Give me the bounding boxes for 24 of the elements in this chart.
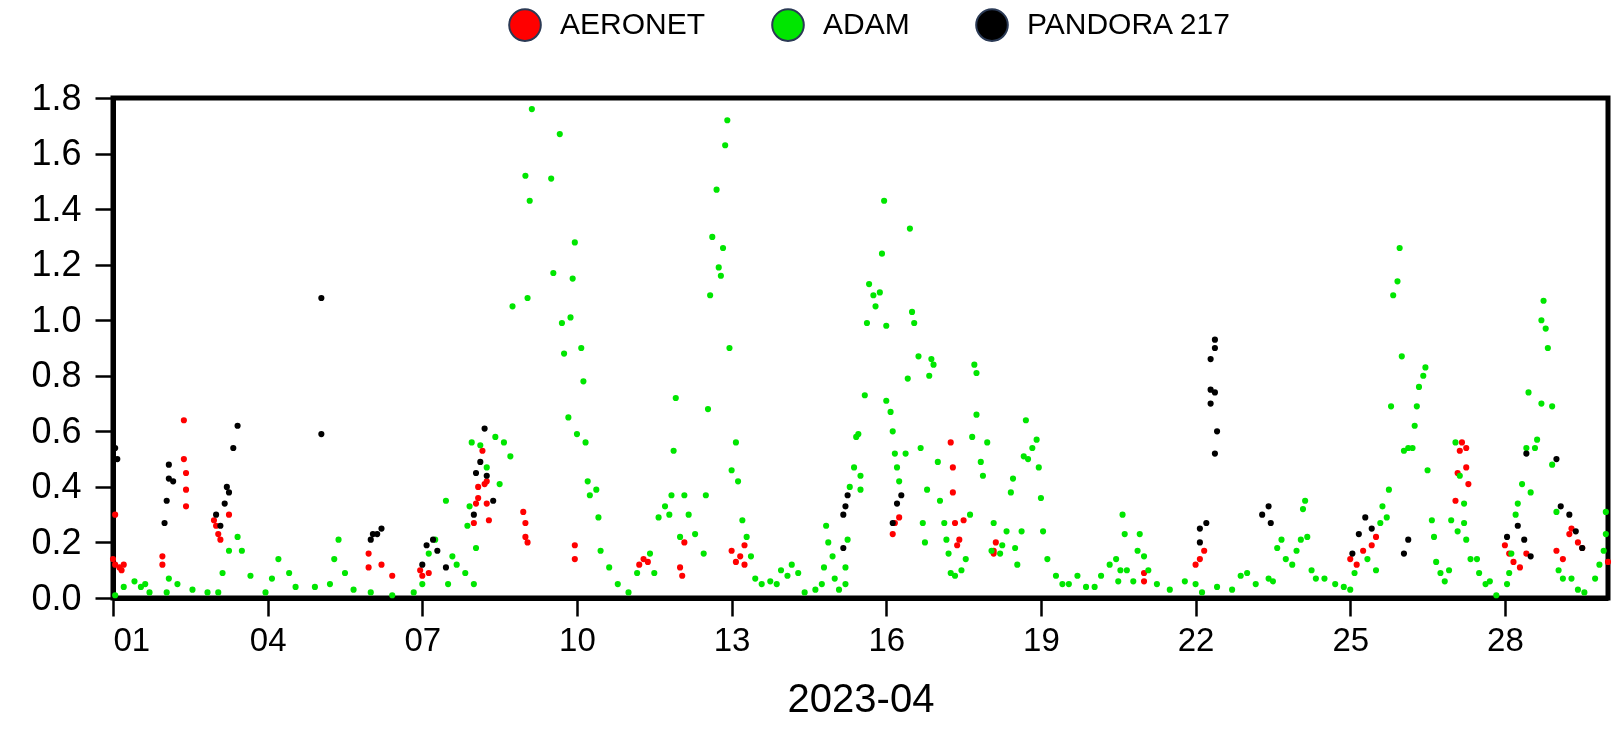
y-tick-label: 0.0 [31,576,82,618]
y-tick-label: 0.6 [31,409,82,451]
y-tick-label: 0.2 [31,520,82,562]
x-tick-label: 28 [1487,620,1524,658]
x-axis-title: 2023-04 [787,675,935,720]
x-tick-label: 16 [868,620,906,658]
x-tick-label: 25 [1332,620,1370,658]
y-tick-label: 1.0 [31,298,82,340]
x-tick-label: 07 [404,620,442,658]
x-tick-label: 04 [249,620,287,658]
x-tick-label: 13 [713,620,751,658]
y-tick-label: 1.2 [31,243,82,285]
y-tick-label: 1.6 [31,132,82,174]
x-tick-label: 19 [1023,620,1060,658]
y-tick-label: 1.4 [31,187,82,229]
y-tick-label: 0.8 [31,354,82,396]
x-tick-label: 01 [113,620,151,658]
y-tick-label: 0.4 [31,465,82,507]
legend-label: PANDORA 217 [1027,7,1230,41]
y-tick-label: 1.8 [31,76,82,118]
x-tick-label: 10 [559,620,596,658]
legend-label: ADAM [823,7,910,41]
x-tick-label: 22 [1177,620,1215,658]
legend-label: AERONET [560,7,706,41]
